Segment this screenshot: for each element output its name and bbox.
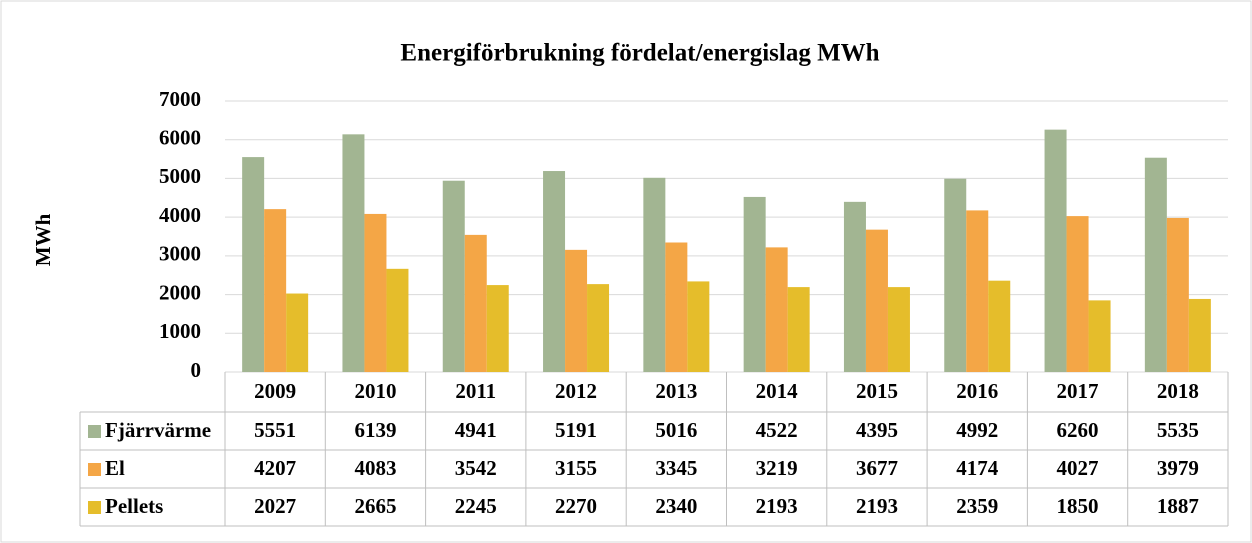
bar	[865, 229, 888, 372]
table-value: 2245	[455, 494, 497, 518]
bar	[944, 178, 967, 372]
table-value: 3155	[555, 456, 597, 480]
table-value: 4992	[956, 418, 998, 442]
x-tick-label: 2011	[455, 379, 496, 403]
table-value: 4395	[856, 418, 898, 442]
bar	[486, 285, 509, 372]
table-value: 4174	[956, 456, 999, 480]
table-value: 3542	[455, 456, 497, 480]
bar	[464, 234, 487, 372]
table-value: 4522	[756, 418, 798, 442]
legend-swatch	[88, 501, 101, 514]
bar	[242, 157, 265, 372]
bar	[342, 134, 365, 372]
y-tick-label: 2000	[159, 280, 201, 304]
bar	[587, 284, 610, 372]
legend-label: Pellets	[105, 494, 163, 518]
x-tick-label: 2010	[354, 379, 396, 403]
x-tick-label: 2014	[756, 379, 799, 403]
table-value: 5191	[555, 418, 597, 442]
table-value: 5535	[1157, 418, 1199, 442]
bar	[988, 280, 1011, 372]
bar	[565, 249, 588, 372]
table-value: 4207	[254, 456, 296, 480]
table-value: 3979	[1157, 456, 1199, 480]
bar	[643, 177, 666, 372]
y-tick-label: 3000	[159, 242, 201, 266]
bar	[687, 281, 710, 372]
bar	[264, 209, 287, 372]
bar	[364, 213, 387, 372]
table-value: 4941	[455, 418, 497, 442]
chart-title: Energiförbrukning fördelat/energislag MW…	[400, 40, 879, 67]
x-tick-label: 2016	[956, 379, 998, 403]
table-value: 3345	[655, 456, 697, 480]
table-value: 2340	[655, 494, 697, 518]
table-value: 4083	[354, 456, 396, 480]
y-tick-label: 7000	[159, 87, 201, 111]
bar	[1066, 216, 1089, 372]
table-value: 5551	[254, 418, 296, 442]
bar	[1088, 300, 1111, 372]
table-value: 2665	[354, 494, 396, 518]
y-tick-label: 4000	[159, 203, 201, 227]
y-tick-label: 6000	[159, 126, 201, 150]
x-tick-label: 2018	[1157, 379, 1199, 403]
bar	[543, 171, 566, 372]
table-value: 1850	[1057, 494, 1099, 518]
bar	[386, 268, 409, 372]
bar	[787, 287, 810, 372]
bar	[1144, 157, 1167, 372]
bar	[887, 287, 910, 372]
x-tick-label: 2015	[856, 379, 898, 403]
x-tick-label: 2009	[254, 379, 296, 403]
table-value: 4027	[1057, 456, 1099, 480]
table-value: 2027	[254, 494, 296, 518]
y-tick-label: 5000	[159, 164, 201, 188]
bar	[765, 247, 788, 372]
y-axis-label: MWh	[31, 213, 55, 266]
table-value: 5016	[655, 418, 697, 442]
x-tick-label: 2017	[1057, 379, 1099, 403]
table-value: 2193	[856, 494, 898, 518]
bar	[1188, 298, 1211, 372]
table-value: 3219	[756, 456, 798, 480]
legend-label: Fjärrvärme	[105, 418, 211, 442]
table-value: 2193	[756, 494, 798, 518]
bar	[966, 210, 989, 372]
legend-swatch	[88, 425, 101, 438]
bar	[442, 180, 465, 372]
bar	[286, 293, 309, 372]
table-value: 2270	[555, 494, 597, 518]
table-value: 6260	[1057, 418, 1099, 442]
legend-label: El	[105, 456, 125, 480]
table-value: 2359	[956, 494, 998, 518]
x-tick-label: 2012	[555, 379, 597, 403]
table-value: 1887	[1157, 494, 1199, 518]
bar	[1166, 217, 1189, 372]
bar	[1044, 129, 1067, 372]
y-tick-label: 0	[191, 358, 202, 382]
bar	[743, 196, 766, 372]
y-tick-label: 1000	[159, 319, 201, 343]
table-value: 6139	[354, 418, 396, 442]
bar	[843, 201, 866, 372]
x-tick-label: 2013	[655, 379, 697, 403]
bar	[665, 242, 688, 372]
legend-swatch	[88, 463, 101, 476]
table-value: 3677	[856, 456, 898, 480]
